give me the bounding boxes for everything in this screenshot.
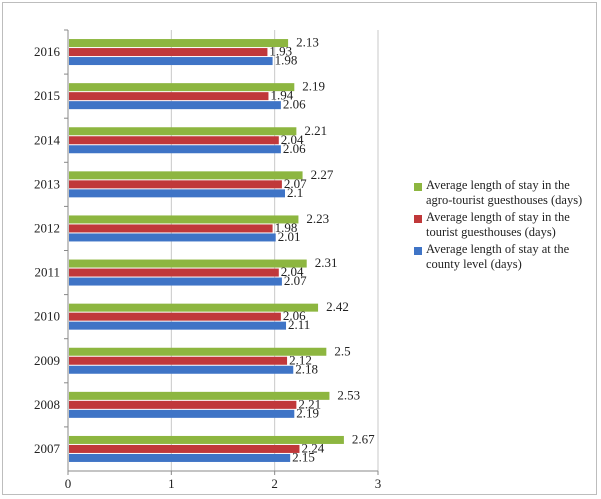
bar-county-2014 — [69, 145, 281, 154]
data-label-agro-2013: 2.27 — [311, 167, 334, 182]
data-label-tourist-2014: 2.04 — [281, 132, 304, 147]
y-tick-label-2009: 2009 — [34, 353, 60, 368]
y-tick-label-2016: 2016 — [34, 44, 61, 59]
bar-agro-2011 — [69, 259, 307, 268]
bar-agro-2008 — [69, 391, 330, 400]
bar-county-2012 — [69, 233, 276, 242]
bar-agro-2009 — [69, 347, 327, 356]
y-tick-label-2015: 2015 — [34, 88, 60, 103]
y-tick-label-2012: 2012 — [34, 220, 60, 235]
data-label-tourist-2009: 2.12 — [289, 352, 312, 367]
bar-tourist-2011 — [69, 268, 279, 277]
bar-tourist-2007 — [69, 444, 300, 453]
data-label-agro-2008: 2.53 — [337, 387, 360, 402]
data-label-county-2014: 2.06 — [283, 141, 306, 156]
bar-tourist-2015 — [69, 92, 269, 101]
chart-legend: Average length of stay in the agro-touri… — [414, 178, 594, 274]
y-tick-label-2013: 2013 — [34, 176, 60, 191]
bar-agro-2015 — [69, 83, 295, 92]
bar-tourist-2014 — [69, 136, 279, 145]
data-label-county-2007: 2.15 — [292, 449, 315, 464]
y-tick-label-2011: 2011 — [34, 265, 60, 280]
y-tick-label-2014: 2014 — [34, 132, 61, 147]
data-label-tourist-2011: 2.04 — [281, 264, 304, 279]
data-label-tourist-2008: 2.21 — [298, 396, 321, 411]
legend-swatch-agro — [414, 183, 422, 191]
x-tick-label-2: 2 — [271, 476, 278, 491]
bar-tourist-2013 — [69, 180, 282, 189]
data-label-agro-2010: 2.42 — [326, 299, 349, 314]
data-label-tourist-2016: 1.93 — [269, 44, 292, 59]
bar-county-2008 — [69, 409, 295, 418]
data-label-agro-2014: 2.21 — [304, 123, 327, 138]
bar-agro-2010 — [69, 303, 319, 312]
x-tick-label-0: 0 — [65, 476, 72, 491]
legend-label-tourist: Average length of stay in the tourist gu… — [426, 210, 570, 239]
legend-item-tourist: Average length of stay in the tourist gu… — [414, 210, 594, 240]
bar-tourist-2009 — [69, 356, 288, 365]
bar-tourist-2010 — [69, 312, 281, 321]
data-label-county-2010: 2.11 — [288, 317, 310, 332]
bar-tourist-2008 — [69, 400, 297, 409]
bar-agro-2013 — [69, 171, 303, 180]
bar-tourist-2016 — [69, 48, 268, 57]
bar-agro-2007 — [69, 435, 344, 444]
bar-county-2015 — [69, 101, 281, 110]
data-label-tourist-2012: 1.98 — [275, 220, 298, 235]
bar-tourist-2012 — [69, 224, 273, 233]
bar-county-2009 — [69, 365, 294, 374]
data-label-tourist-2007: 2.24 — [301, 440, 324, 455]
data-label-agro-2012: 2.23 — [306, 211, 329, 226]
legend-label-county: Average length of stay at the county lev… — [426, 242, 570, 271]
data-label-county-2012: 2.01 — [278, 229, 301, 244]
data-label-county-2009: 2.18 — [295, 361, 318, 376]
bar-agro-2014 — [69, 127, 297, 136]
bar-agro-2012 — [69, 215, 299, 224]
data-label-agro-2016: 2.13 — [296, 35, 319, 50]
data-label-county-2016: 1.98 — [275, 53, 298, 68]
y-tick-label-2007: 2007 — [34, 441, 61, 456]
data-label-county-2011: 2.07 — [284, 273, 307, 288]
bar-county-2007 — [69, 453, 291, 462]
data-label-county-2015: 2.06 — [283, 97, 306, 112]
data-label-county-2008: 2.19 — [296, 405, 319, 420]
data-label-tourist-2013: 2.07 — [284, 176, 307, 191]
legend-swatch-county — [414, 247, 422, 255]
y-tick-label-2010: 2010 — [34, 309, 60, 324]
legend-label-agro: Average length of stay in the agro-touri… — [426, 178, 583, 207]
data-label-agro-2007: 2.67 — [352, 431, 375, 446]
x-tick-label-3: 3 — [375, 476, 382, 491]
data-label-tourist-2010: 2.06 — [283, 308, 306, 323]
x-tick-label-1: 1 — [168, 476, 175, 491]
legend-item-agro: Average length of stay in the agro-touri… — [414, 178, 594, 208]
bar-county-2016 — [69, 57, 273, 66]
bar-county-2011 — [69, 277, 282, 286]
bar-agro-2016 — [69, 39, 289, 48]
data-label-agro-2011: 2.31 — [315, 255, 338, 270]
legend-item-county: Average length of stay at the county lev… — [414, 242, 594, 272]
data-label-tourist-2015: 1.94 — [270, 88, 293, 103]
legend-swatch-tourist — [414, 215, 422, 223]
data-label-county-2013: 2.1 — [287, 185, 303, 200]
bar-county-2010 — [69, 321, 287, 330]
data-label-agro-2009: 2.5 — [334, 343, 350, 358]
bar-county-2013 — [69, 189, 285, 198]
y-tick-label-2008: 2008 — [34, 397, 60, 412]
data-label-agro-2015: 2.19 — [302, 79, 325, 94]
